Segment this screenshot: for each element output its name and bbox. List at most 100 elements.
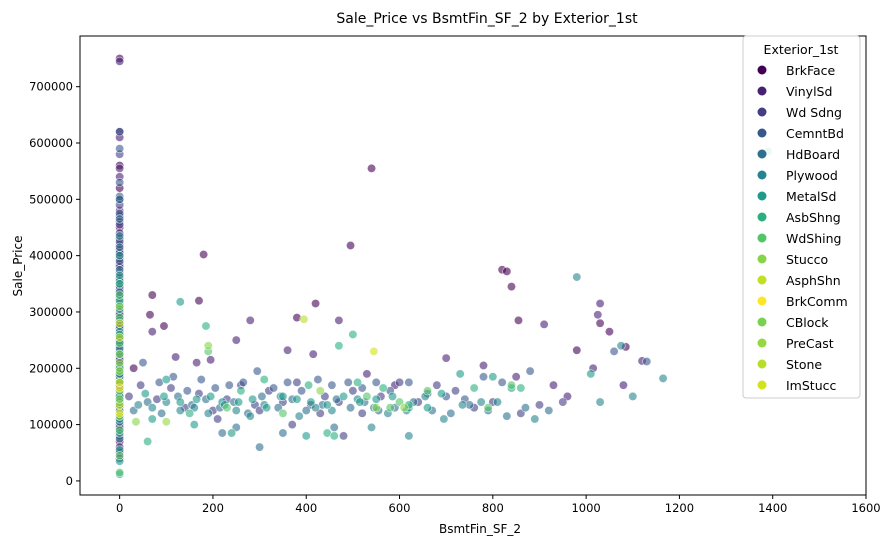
y-tick-label: 300000	[29, 305, 73, 319]
chart-title: Sale_Price vs BsmtFin_SF_2 by Exterior_1…	[336, 11, 638, 27]
data-point	[301, 431, 311, 441]
data-point	[404, 431, 414, 441]
data-point	[457, 400, 467, 410]
data-point	[544, 406, 554, 416]
data-point	[313, 375, 323, 385]
data-point	[210, 383, 220, 393]
data-point	[147, 327, 157, 337]
x-tick-label: 400	[295, 501, 317, 515]
data-point	[437, 389, 447, 399]
data-point	[115, 358, 125, 368]
data-point	[227, 428, 237, 438]
x-axis-ticks: 0 200 400 600 800 1000 1200 1400 1600	[116, 495, 881, 515]
data-point	[201, 321, 211, 331]
legend-marker	[757, 359, 767, 369]
x-tick-label: 0	[116, 501, 123, 515]
legend-marker	[757, 380, 767, 390]
legend-label: CemntBd	[786, 126, 844, 141]
data-point	[238, 377, 248, 387]
data-point	[255, 442, 265, 452]
data-point	[593, 310, 603, 320]
data-point	[115, 242, 125, 252]
data-point	[192, 394, 202, 404]
data-point	[469, 383, 479, 393]
data-point	[115, 425, 125, 435]
legend-label: CBlock	[786, 315, 829, 330]
data-point	[115, 194, 125, 204]
legend-marker	[757, 128, 767, 138]
data-point	[658, 373, 668, 383]
data-point	[115, 377, 125, 387]
data-point	[357, 408, 367, 418]
data-point	[348, 329, 358, 339]
data-point	[404, 377, 414, 387]
data-point	[362, 369, 372, 379]
data-point	[136, 380, 146, 390]
data-point	[182, 386, 192, 396]
plot-border	[79, 35, 867, 496]
data-point	[231, 335, 241, 345]
data-point	[423, 386, 433, 396]
legend-label: VinylSd	[786, 84, 832, 99]
data-point	[138, 358, 148, 368]
data-point	[115, 231, 125, 241]
data-point	[304, 380, 314, 390]
legend-marker	[757, 212, 767, 222]
data-point	[367, 163, 377, 173]
data-point	[203, 408, 213, 418]
data-point	[245, 315, 255, 325]
data-point	[115, 301, 125, 311]
data-point	[287, 420, 297, 430]
data-point	[371, 403, 381, 413]
data-point	[308, 349, 318, 359]
legend-entries: BrkFace VinylSd Wd Sdng CemntBd HdBoard Plywo…	[757, 63, 848, 393]
legend-marker	[757, 317, 767, 327]
y-tick-label: 400000	[29, 249, 73, 263]
legend-label: BrkFace	[786, 63, 836, 78]
data-point	[115, 251, 125, 261]
data-point	[355, 397, 365, 407]
data-point	[339, 391, 349, 401]
data-point	[257, 391, 267, 401]
x-tick-label: 1000	[571, 501, 600, 515]
data-point	[199, 250, 209, 260]
legend-marker	[757, 149, 767, 159]
data-point	[115, 163, 125, 173]
x-tick-label: 800	[482, 501, 504, 515]
legend-marker	[757, 65, 767, 75]
data-point	[140, 389, 150, 399]
data-point	[525, 366, 535, 376]
data-point	[348, 386, 358, 396]
legend-label: MetalSd	[786, 189, 836, 204]
data-point	[115, 408, 125, 418]
data-point	[502, 266, 512, 276]
legend-marker	[757, 86, 767, 96]
plot-area	[80, 36, 866, 495]
data-point	[175, 397, 185, 407]
data-point	[196, 375, 206, 385]
data-point	[206, 355, 216, 365]
data-point	[159, 321, 169, 331]
data-point	[595, 397, 605, 407]
y-tick-label: 600000	[29, 136, 73, 150]
data-point	[343, 377, 353, 387]
data-point	[329, 431, 339, 441]
data-point	[143, 436, 153, 446]
data-point	[115, 127, 125, 137]
data-point	[299, 314, 309, 324]
x-tick-label: 1400	[758, 501, 787, 515]
data-point	[516, 383, 526, 393]
x-tick-label: 1200	[665, 501, 694, 515]
data-point	[159, 391, 169, 401]
data-point	[329, 422, 339, 432]
data-point	[234, 397, 244, 407]
data-point	[539, 319, 549, 329]
legend-marker	[757, 254, 767, 264]
legend-marker	[757, 233, 767, 243]
data-point	[262, 403, 272, 413]
data-point	[297, 386, 307, 396]
data-point	[483, 403, 493, 413]
data-point	[439, 414, 449, 424]
legend-marker	[757, 170, 767, 180]
data-point	[292, 394, 302, 404]
